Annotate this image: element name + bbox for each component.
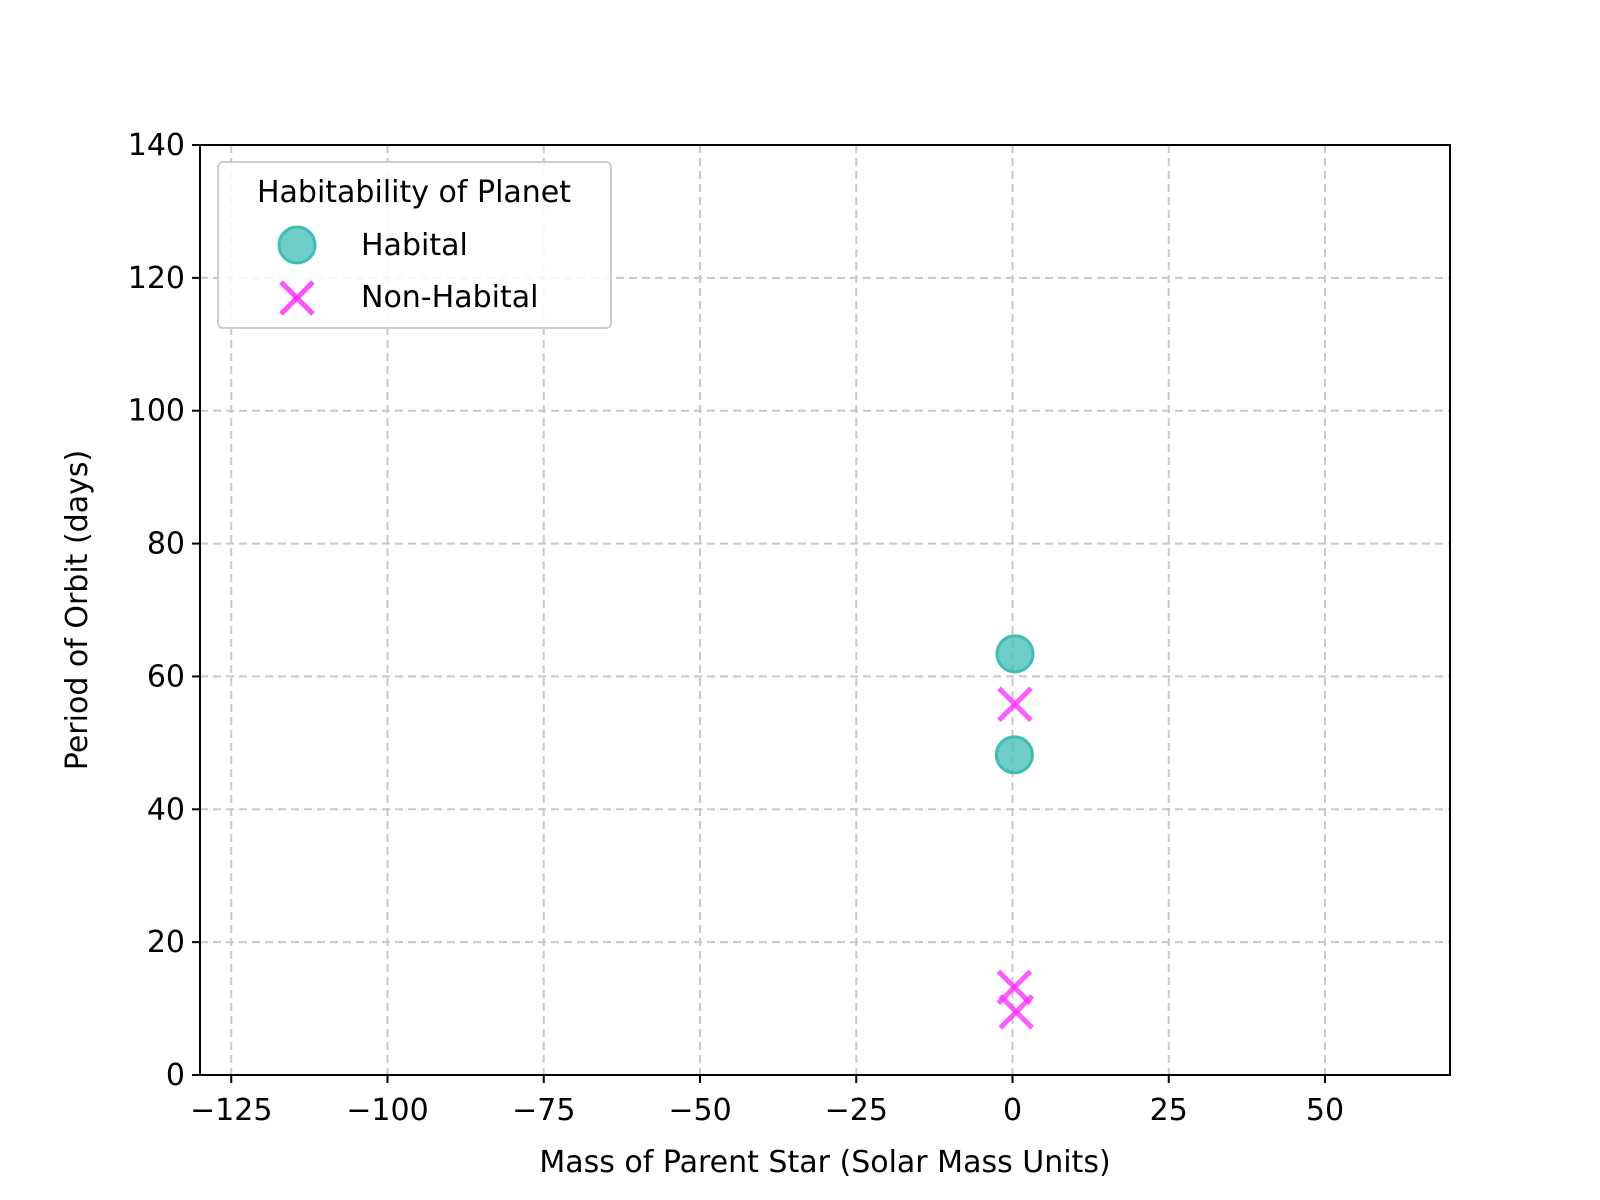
- x-tick-label: −100: [346, 1093, 428, 1128]
- y-tick-label: 60: [147, 659, 185, 694]
- y-tick-label: 0: [166, 1058, 185, 1093]
- y-tick-label: 140: [128, 128, 185, 163]
- x-tick-label: −50: [668, 1093, 731, 1128]
- legend-box: [217, 161, 612, 329]
- y-tick-label: 120: [128, 261, 185, 296]
- x-tick-label: −75: [512, 1093, 575, 1128]
- data-point-non-habital: [998, 994, 1035, 1030]
- x-marker-stroke: [997, 686, 1033, 723]
- legend-x-marker-icon-stroke: [279, 280, 315, 316]
- legend-circle-marker-icon: [277, 225, 317, 265]
- legend-entry-habital: Habital: [277, 225, 468, 265]
- x-axis-ticks: −125 −100 −75 −50 −25 0 25 50: [190, 1075, 1344, 1128]
- plot-frame: [199, 144, 1451, 1076]
- x-tick-label: 50: [1306, 1093, 1344, 1128]
- y-axis-label: Period of Orbit (days): [60, 450, 95, 770]
- data-point-habital: [995, 634, 1035, 674]
- legend: Habitability of Planet Habital Non-Habit…: [217, 161, 612, 329]
- x-tick-label: −25: [825, 1093, 888, 1128]
- legend-label-habital: Habital: [361, 228, 468, 263]
- data-points: [994, 634, 1035, 1030]
- x-axis-label: Mass of Parent Star (Solar Mass Units): [539, 1145, 1110, 1180]
- data-point-non-habital: [997, 686, 1033, 723]
- x-tick-label: 25: [1150, 1093, 1188, 1128]
- y-tick-label: 80: [147, 527, 185, 562]
- legend-label-non-habital: Non-Habital: [361, 280, 538, 315]
- y-tick-label: 40: [147, 792, 185, 827]
- legend-title: Habitability of Planet: [257, 175, 571, 210]
- y-tick-label: 20: [147, 925, 185, 960]
- legend-entry-non-habital: Non-Habital: [279, 280, 538, 316]
- data-point-habital: [994, 735, 1034, 775]
- y-axis-ticks: 0 20 40 60 80 100 120 140: [128, 128, 200, 1093]
- x-marker-stroke: [998, 994, 1035, 1030]
- x-tick-label: −125: [190, 1093, 272, 1128]
- x-tick-label: 0: [1003, 1093, 1022, 1128]
- grid-lines: [200, 145, 1450, 1075]
- y-tick-label: 100: [128, 394, 185, 429]
